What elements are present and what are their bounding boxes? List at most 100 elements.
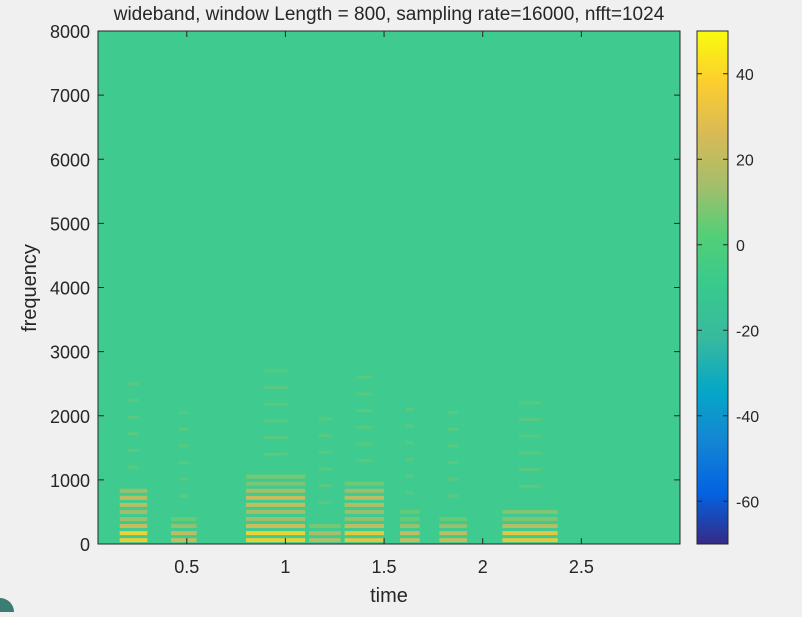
formant-trace [447, 494, 459, 498]
formant-trace [447, 411, 459, 415]
harmonic-band [439, 516, 467, 521]
formant-trace [318, 417, 332, 421]
harmonic-band [119, 531, 148, 536]
energy-segment [502, 401, 558, 543]
formant-trace [405, 424, 414, 428]
harmonic-band [502, 538, 558, 543]
y-tick-label: 6000 [50, 150, 90, 170]
energy-segment [170, 411, 197, 543]
formant-trace [178, 427, 189, 431]
harmonic-band [344, 509, 385, 514]
x-tick-label: 1 [280, 557, 290, 577]
formant-trace [127, 448, 140, 452]
x-tick-label: 2.5 [569, 557, 594, 577]
harmonic-band [399, 538, 420, 543]
formant-trace [178, 444, 189, 448]
formant-trace [356, 392, 373, 396]
formant-trace [356, 459, 373, 463]
formant-trace [263, 369, 288, 373]
energy-region-group [119, 369, 558, 543]
y-tick-label: 4000 [50, 279, 90, 299]
colorbar-tick-label: -60 [736, 494, 759, 511]
formant-trace [127, 432, 140, 436]
x-tick-label: 2 [478, 557, 488, 577]
colorbar-tick-label: -20 [736, 323, 759, 340]
formant-trace [405, 407, 414, 411]
harmonic-band [502, 509, 558, 514]
y-tick-label: 7000 [50, 86, 90, 106]
formant-trace [178, 461, 189, 465]
formant-trace [519, 434, 542, 438]
formant-trace [318, 484, 332, 488]
formant-trace [519, 484, 542, 488]
plot-area [98, 31, 680, 544]
harmonic-band [502, 531, 558, 536]
harmonic-band [170, 524, 197, 529]
harmonic-band [119, 502, 148, 507]
y-tick-label: 0 [80, 535, 90, 555]
formant-trace [178, 494, 189, 498]
formant-trace [405, 441, 414, 445]
colorbar-tick-label: 0 [736, 238, 745, 255]
x-tick-label: 1.5 [372, 557, 397, 577]
harmonic-band [245, 516, 306, 521]
colorbar-tick-label: 20 [736, 152, 754, 169]
formant-trace [519, 468, 542, 472]
harmonic-band [170, 516, 197, 521]
harmonic-band [245, 509, 306, 514]
harmonic-band [119, 495, 148, 500]
harmonic-band [439, 531, 467, 536]
y-axis-label: frequency [19, 244, 41, 332]
formant-trace [519, 418, 542, 422]
harmonic-band [119, 488, 148, 493]
x-axis-label: time [370, 585, 408, 607]
harmonic-band [344, 538, 385, 543]
harmonic-band [245, 481, 306, 486]
formant-trace [263, 436, 288, 440]
formant-trace [263, 452, 288, 456]
formant-trace [178, 411, 189, 415]
colorbar [696, 30, 729, 545]
formant-trace [447, 427, 459, 431]
harmonic-band [119, 509, 148, 514]
formant-trace [356, 442, 373, 446]
harmonic-band [245, 488, 306, 493]
formant-trace [405, 474, 414, 478]
formant-trace [318, 500, 332, 504]
harmonic-band [245, 524, 306, 529]
formant-trace [318, 467, 332, 471]
colorbar-tick-label: 40 [736, 67, 754, 84]
harmonic-band [245, 538, 306, 543]
y-axis: 0 1000 2000 3000 4000 5000 6000 7000 8000 [50, 22, 680, 555]
harmonic-band [119, 516, 148, 521]
x-tick-label: 0.5 [174, 557, 199, 577]
harmonic-band [502, 516, 558, 521]
harmonic-band [344, 524, 385, 529]
energy-segment [399, 407, 420, 543]
harmonic-band [245, 495, 306, 500]
formant-trace [356, 409, 373, 413]
formant-trace [519, 401, 542, 405]
harmonic-band [344, 531, 385, 536]
y-tick-label: 2000 [50, 407, 90, 427]
formant-trace [127, 465, 140, 469]
formant-trace [447, 444, 459, 448]
formant-trace [127, 382, 140, 386]
formant-trace [178, 477, 189, 481]
formant-trace [127, 398, 140, 402]
chart-title: wideband, window Length = 800, sampling … [113, 4, 665, 25]
harmonic-band [170, 538, 197, 543]
harmonic-band [344, 495, 385, 500]
harmonic-band [344, 502, 385, 507]
formant-trace [405, 491, 414, 495]
formant-trace [356, 375, 373, 379]
formant-trace [263, 386, 288, 390]
energy-segment [439, 411, 467, 543]
formant-trace [263, 419, 288, 423]
harmonic-band [170, 531, 197, 536]
harmonic-band [344, 488, 385, 493]
energy-segment [309, 417, 341, 543]
formant-trace [318, 450, 332, 454]
